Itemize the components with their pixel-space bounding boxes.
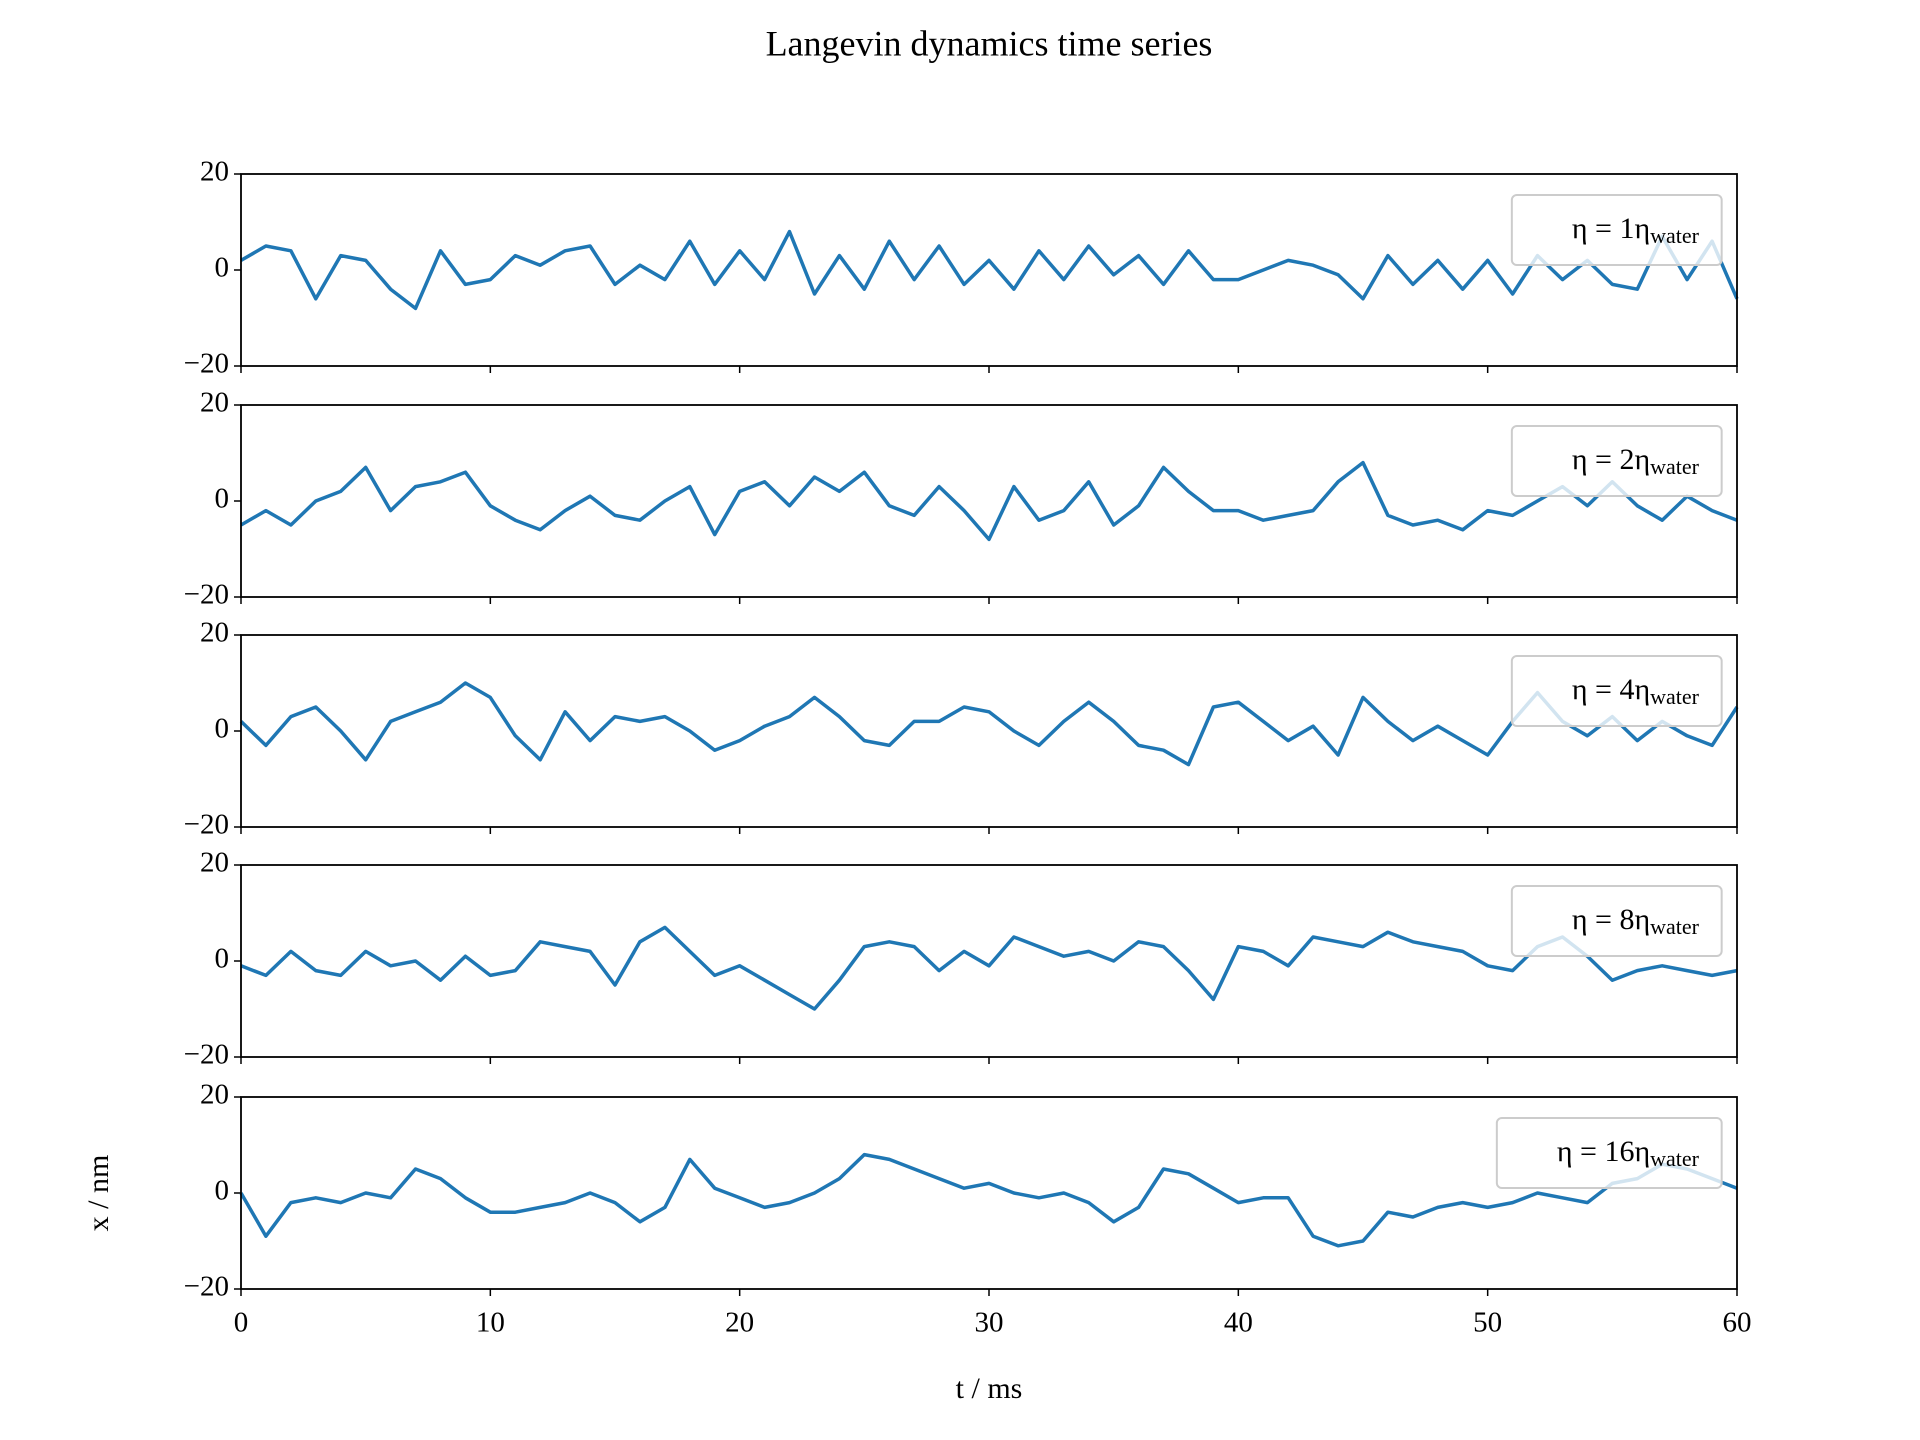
y-tick-label: 20 (200, 847, 229, 879)
y-tick-label: −20 (184, 809, 229, 841)
legend-subscript: water (1650, 223, 1700, 248)
axes-frame (240, 1096, 1738, 1290)
y-tick-label: −20 (184, 348, 229, 380)
x-tick-label: 60 (1723, 1307, 1752, 1339)
x-axis-label: t / ms (956, 1372, 1023, 1405)
y-axis-label: x / nm (82, 1155, 115, 1232)
legend: η = 16ηwater (1495, 1117, 1723, 1189)
axes-frame (240, 173, 1738, 367)
x-tick-label: 40 (1224, 1307, 1253, 1339)
y-tick-label: 0 (215, 1175, 230, 1207)
line (240, 229, 1739, 311)
legend-name: η = 4η (1572, 673, 1650, 706)
legend-label: η = 16ηwater (1557, 1135, 1700, 1171)
legend-name: η = 1η (1572, 212, 1650, 245)
axes-frame (240, 404, 1738, 598)
y-tick-label: 0 (215, 943, 230, 975)
x-tick-label: 20 (725, 1307, 754, 1339)
y-tick-label: −20 (184, 579, 229, 611)
legend-name: η = 2η (1572, 443, 1650, 476)
legend: η = 4ηwater (1510, 655, 1723, 727)
legend-subscript: water (1650, 454, 1700, 479)
legend-box (1495, 1117, 1723, 1189)
y-tick-label: 0 (215, 252, 230, 284)
legend-label: η = 1ηwater (1572, 212, 1700, 248)
legend-box (1510, 194, 1723, 266)
y-tick-label: −20 (184, 1039, 229, 1071)
y-tick-label: 20 (200, 156, 229, 188)
legend-box (1510, 655, 1723, 727)
x-tick-label: 30 (975, 1307, 1004, 1339)
legend: η = 1ηwater (1510, 194, 1723, 266)
legend-subscript: water (1650, 914, 1700, 939)
legend-label: η = 2ηwater (1572, 443, 1700, 479)
y-tick-label: 20 (200, 1079, 229, 1111)
legend-subscript: water (1650, 684, 1700, 709)
line (239, 681, 1739, 767)
legend-label: η = 8ηwater (1572, 903, 1700, 939)
axes-frame (240, 864, 1738, 1058)
y-tick-label: 0 (215, 713, 230, 745)
x-tick-label: 10 (476, 1307, 505, 1339)
y-tick-label: 20 (200, 617, 229, 649)
y-tick-label: −20 (184, 1271, 229, 1303)
legend-box (1510, 425, 1723, 497)
line (240, 925, 1738, 1011)
line (239, 1152, 1738, 1248)
legend-name: η = 16η (1557, 1135, 1650, 1168)
legend: η = 8ηwater (1510, 885, 1723, 957)
y-tick-label: 0 (215, 483, 230, 515)
line (240, 460, 1738, 542)
legend-name: η = 8η (1572, 903, 1650, 936)
x-tick-label: 50 (1473, 1307, 1502, 1339)
x-tick-label: 0 (234, 1307, 249, 1339)
legend-box (1510, 885, 1723, 957)
legend-label: η = 4ηwater (1572, 673, 1700, 709)
figure-title: Langevin dynamics time series (766, 23, 1213, 63)
axes-frame (240, 634, 1738, 828)
y-tick-label: 20 (200, 387, 229, 419)
legend-subscript: water (1650, 1146, 1700, 1171)
legend: η = 2ηwater (1510, 425, 1723, 497)
